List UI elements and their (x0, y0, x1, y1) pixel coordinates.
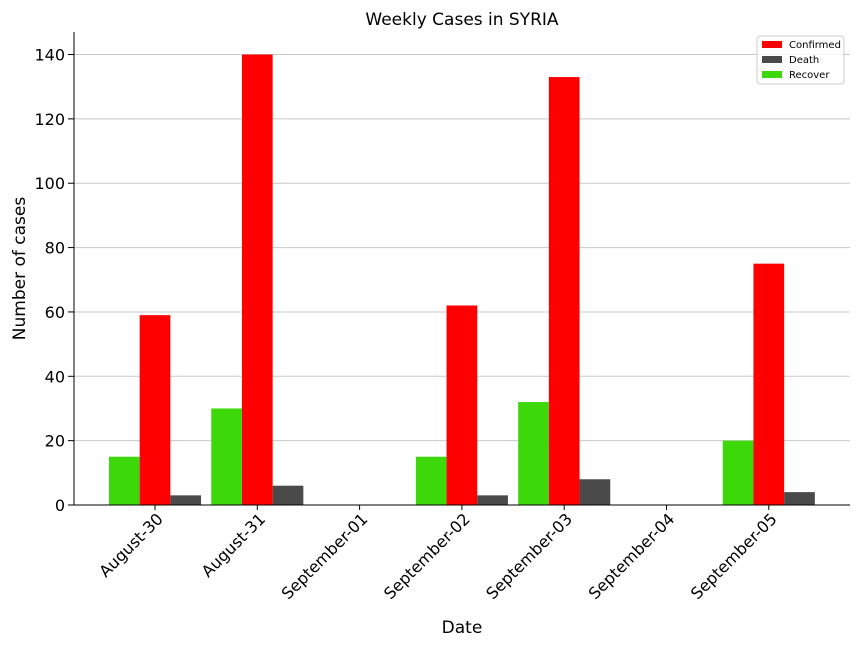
x-tick-label-september-03: September-03 (482, 509, 576, 603)
x-axis-title: Date (442, 618, 483, 638)
bar-recover-september-05 (722, 440, 754, 505)
y-tick-label-120: 120 (34, 110, 65, 129)
bar-recover-august-30 (108, 456, 140, 505)
bar-recover-september-02 (415, 456, 447, 505)
bar-recover-september-03 (518, 402, 549, 505)
x-tick-label-august-30: August-30 (95, 509, 167, 581)
y-tick-label-80: 80 (45, 239, 65, 258)
legend-swatch-recover (762, 71, 782, 78)
x-tick-label-september-05: September-05 (687, 509, 781, 603)
legend-label-confirmed: Confirmed (789, 40, 841, 51)
bar-death-august-30 (170, 495, 202, 505)
y-tick-label-20: 20 (45, 432, 65, 451)
bar-confirmed-september-03 (548, 77, 580, 506)
y-ticks: 0 20 40 60 80 100 120 140 (34, 46, 74, 515)
legend-swatch-death (762, 56, 782, 63)
y-tick-label-40: 40 (45, 367, 65, 386)
legend-swatch-confirmed (762, 41, 782, 48)
x-ticks: August-30 August-31 September-01 September-… (95, 505, 781, 603)
bar-death-september-03 (579, 479, 611, 505)
legend-label-recover: Recover (789, 70, 830, 81)
y-tick-label-100: 100 (34, 174, 65, 193)
y-tick-label-0: 0 (55, 496, 65, 515)
bar-confirmed-august-31 (241, 54, 273, 506)
bar-death-september-02 (477, 495, 508, 505)
bar-death-august-31 (272, 485, 304, 505)
bar-death-september-05 (784, 492, 815, 505)
bar-confirmed-september-05 (753, 263, 785, 505)
bar-confirmed-september-02 (446, 305, 478, 505)
legend-label-death: Death (789, 55, 819, 66)
y-axis-title: Number of cases (10, 197, 30, 341)
x-tick-label-september-01: September-01 (278, 509, 372, 603)
legend: Confirmed Death Recover (756, 35, 845, 85)
y-tick-label-140: 140 (34, 46, 65, 65)
x-tick-label-september-02: September-02 (380, 509, 474, 603)
chart-title: Weekly Cases in SYRIA (365, 10, 559, 30)
bars (108, 54, 815, 506)
bar-confirmed-august-30 (139, 315, 171, 505)
y-tick-label-60: 60 (45, 303, 65, 322)
x-tick-label-september-04: September-04 (585, 509, 679, 603)
bar-recover-august-31 (211, 408, 242, 505)
x-tick-label-august-31: August-31 (198, 509, 270, 581)
